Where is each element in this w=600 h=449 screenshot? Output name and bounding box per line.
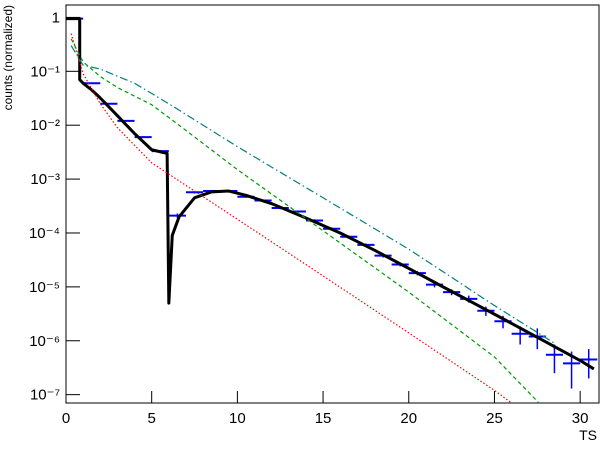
curve xyxy=(70,38,540,403)
plot-area xyxy=(66,17,598,403)
x-tick-label: 10 xyxy=(229,410,246,427)
y-axis-label: counts (normalized) xyxy=(1,5,15,110)
x-tick-label: 30 xyxy=(572,410,589,427)
y-tick-label: 10⁻⁶ xyxy=(29,333,60,350)
y-tick-label: 10⁻³ xyxy=(30,171,60,188)
plot-frame xyxy=(65,4,600,404)
y-tick-label: 10⁻⁴ xyxy=(29,225,60,242)
x-tick-label: 20 xyxy=(400,410,417,427)
y-tick-label: 10⁻⁷ xyxy=(30,387,60,404)
y-tick-label: 10⁻² xyxy=(30,117,60,134)
y-tick-label: 10⁻¹ xyxy=(30,63,60,80)
x-tick-label: 25 xyxy=(486,410,503,427)
y-tick-label: 1 xyxy=(52,9,60,26)
curve xyxy=(66,17,595,371)
curve xyxy=(70,45,555,344)
y-tick-label: 10⁻⁵ xyxy=(29,279,60,296)
x-tick-label: 15 xyxy=(315,410,332,427)
x-axis-label: TS xyxy=(579,427,597,443)
curve xyxy=(70,33,512,403)
x-tick-label: 5 xyxy=(148,410,156,427)
x-tick-label: 0 xyxy=(62,410,70,427)
